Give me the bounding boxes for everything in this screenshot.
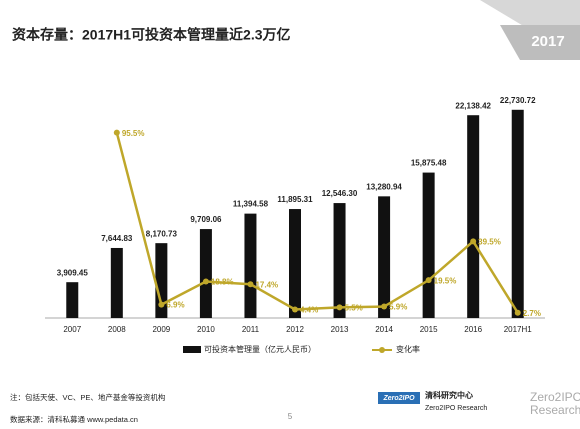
org-big: Research bbox=[530, 403, 580, 417]
data-label: 6.9% bbox=[166, 301, 184, 310]
bar bbox=[289, 209, 301, 318]
data-label: 7,644.83 bbox=[101, 234, 133, 243]
badge: 2017 bbox=[531, 33, 564, 50]
badge-bg bbox=[500, 25, 580, 60]
data-label: 3,909.45 bbox=[57, 268, 89, 277]
bar bbox=[422, 172, 435, 318]
bar bbox=[511, 109, 524, 318]
data-label: 39.5% bbox=[478, 237, 501, 246]
x-tick-label: 2011 bbox=[242, 325, 260, 334]
x-tick-label: 2014 bbox=[375, 325, 393, 334]
bar bbox=[199, 229, 212, 318]
line-marker bbox=[470, 238, 477, 245]
line-marker bbox=[292, 306, 298, 313]
line-marker bbox=[113, 129, 120, 136]
data-label: 5.5% bbox=[345, 303, 363, 312]
chart-title: 资本存量：2017H1可投资本管理量近2.3万亿 bbox=[12, 27, 291, 43]
line-marker bbox=[425, 277, 432, 284]
line-marker bbox=[514, 309, 521, 316]
data-label: 17.4% bbox=[255, 280, 278, 289]
x-tick-label: 2017H1 bbox=[504, 325, 533, 334]
legend: 可投资本管理量（亿元人民币） 变化率 bbox=[183, 344, 420, 354]
data-label: 9,709.06 bbox=[190, 215, 222, 224]
data-label: 95.5% bbox=[122, 129, 145, 138]
data-label: 12,546.30 bbox=[322, 189, 358, 198]
bar bbox=[244, 213, 257, 318]
line-marker bbox=[158, 301, 165, 308]
data-label: 22,730.72 bbox=[500, 96, 536, 105]
org-cn: 清科研究中心 bbox=[425, 390, 473, 400]
x-tick-label: 2012 bbox=[286, 325, 304, 334]
data-label: 11,895.31 bbox=[277, 195, 313, 204]
data-label: 4.4% bbox=[300, 306, 318, 315]
legend-label: 可投资本管理量（亿元人民币） bbox=[204, 344, 316, 354]
data-label: 22,138.42 bbox=[455, 101, 491, 110]
x-tick-label: 2009 bbox=[152, 325, 170, 334]
logo-text: Zero2IPO bbox=[382, 395, 415, 402]
bar bbox=[66, 282, 79, 318]
data-label: 18.8% bbox=[211, 278, 234, 287]
bar bbox=[333, 203, 346, 318]
line bbox=[115, 132, 519, 314]
bar bbox=[378, 196, 391, 318]
org-big: Zero2IPO bbox=[530, 390, 580, 404]
line-marker bbox=[381, 303, 388, 310]
note: 注：包括天使、VC、PE、地产基金等投资机构 bbox=[10, 392, 166, 402]
x-tick-label: 2007 bbox=[63, 325, 81, 334]
logo-box bbox=[378, 392, 420, 404]
data-label: 8,170.73 bbox=[146, 229, 178, 238]
x-tick-label: 2016 bbox=[464, 325, 482, 334]
data-label: 11,394.58 bbox=[233, 200, 269, 209]
data-label: 13,280.94 bbox=[366, 182, 402, 191]
bar bbox=[110, 247, 123, 318]
x-tick-label: 2013 bbox=[331, 325, 349, 334]
legend-marker bbox=[379, 347, 385, 353]
page-number: 5 bbox=[288, 412, 293, 421]
data-label: 19.5% bbox=[434, 276, 457, 285]
x-tick-label: 2008 bbox=[108, 325, 126, 334]
line-marker bbox=[336, 304, 343, 311]
x-tick-label: 2010 bbox=[197, 325, 215, 334]
bar bbox=[155, 243, 168, 318]
bar bbox=[467, 115, 480, 319]
org-en: Zero2IPO Research bbox=[425, 405, 487, 412]
line-marker bbox=[247, 281, 254, 288]
data-label: 2.7% bbox=[523, 309, 541, 318]
legend-swatch bbox=[183, 346, 201, 353]
data-label: 15,875.48 bbox=[411, 159, 447, 168]
legend-label: 变化率 bbox=[396, 344, 420, 354]
x-tick-label: 2015 bbox=[420, 325, 438, 334]
source: 数据来源：清科私募通 www.pedata.cn bbox=[10, 414, 138, 424]
data-label: 5.9% bbox=[389, 303, 407, 312]
line-marker bbox=[202, 278, 209, 285]
